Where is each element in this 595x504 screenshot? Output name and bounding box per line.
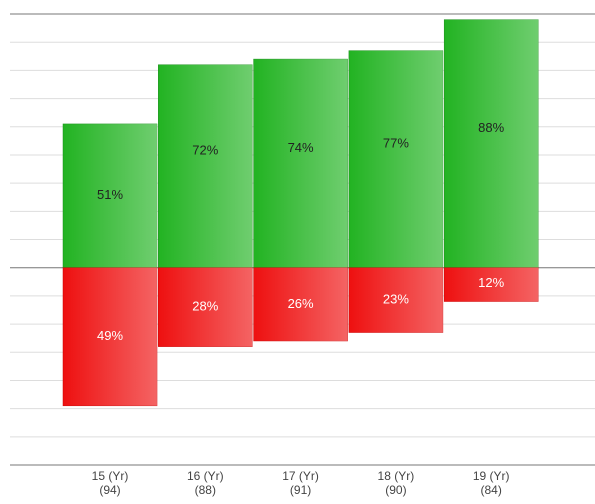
- x-tick-label: (94): [99, 483, 120, 497]
- value-label: 28%: [192, 299, 218, 314]
- value-label: 77%: [383, 136, 409, 151]
- value-label: 12%: [478, 275, 504, 290]
- bar-highlight: [63, 267, 157, 406]
- bar-highlight: [63, 123, 157, 268]
- x-tick-label: (88): [195, 483, 216, 497]
- value-label: 51%: [97, 187, 123, 202]
- bar-highlight: [444, 267, 539, 302]
- bar-highlight: [253, 59, 348, 268]
- bar-highlight: [158, 64, 253, 268]
- x-tick-label: (91): [290, 483, 311, 497]
- x-tick-label: (84): [481, 483, 502, 497]
- x-tick-label: 18 (Yr): [378, 469, 415, 483]
- x-tick-label: 17 (Yr): [282, 469, 319, 483]
- value-label: 26%: [288, 296, 314, 311]
- value-label: 74%: [288, 140, 314, 155]
- bar-highlight: [444, 19, 539, 268]
- x-tick-label: 15 (Yr): [92, 469, 129, 483]
- x-tick-label: 16 (Yr): [187, 469, 224, 483]
- value-label: 49%: [97, 328, 123, 343]
- value-label: 88%: [478, 120, 504, 135]
- bar-highlight: [158, 267, 253, 347]
- x-tick-label: (90): [385, 483, 406, 497]
- bar-highlight: [348, 267, 443, 333]
- x-tick-label: 19 (Yr): [473, 469, 510, 483]
- value-label: 23%: [383, 292, 409, 307]
- bar-highlight: [253, 267, 348, 341]
- value-label: 72%: [192, 143, 218, 158]
- bar-highlight: [348, 50, 443, 268]
